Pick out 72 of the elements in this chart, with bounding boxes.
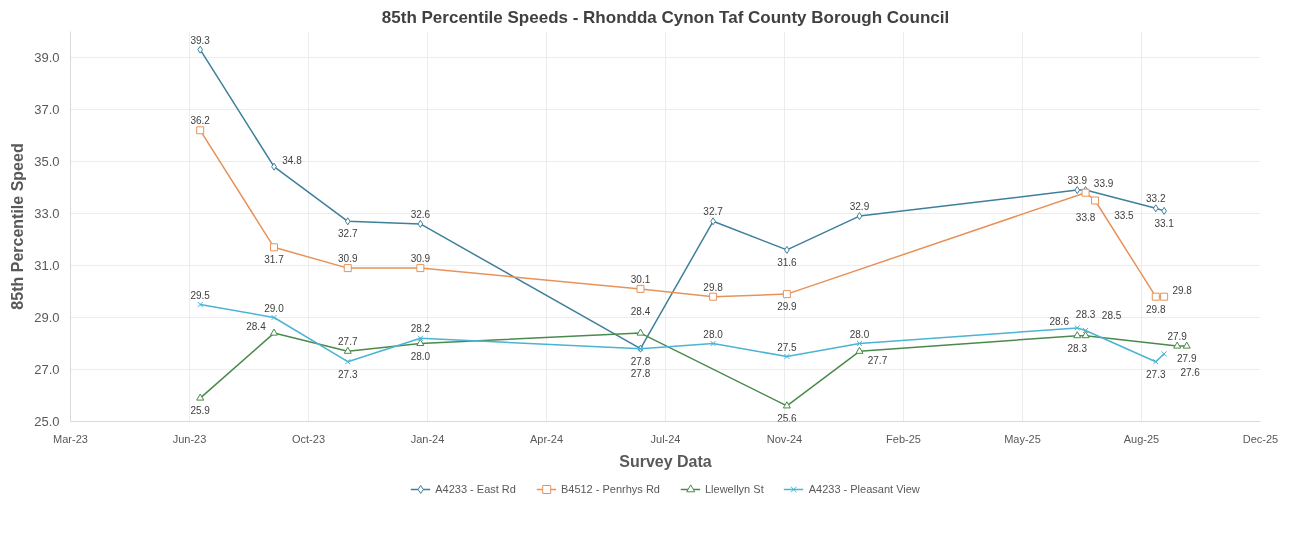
data-label: 25.9	[190, 405, 211, 417]
data-label: 33.9	[1093, 178, 1114, 190]
data-label: 32.7	[703, 206, 724, 218]
legend-label: A4233 - East Rd	[435, 483, 516, 495]
x-tick-label: Jan-24	[410, 432, 445, 445]
y-tick-label: 25.0	[34, 414, 60, 429]
legend-label: Llewellyn St	[704, 483, 764, 495]
y-tick-label: 33.0	[34, 206, 60, 221]
x-tick-label: Jul-24	[650, 432, 681, 445]
data-label: 32.9	[849, 201, 870, 213]
data-label: 32.6	[410, 208, 431, 220]
data-label: 29.8	[703, 281, 724, 293]
data-label: 28.0	[703, 328, 724, 340]
data-label: 33.1	[1154, 217, 1175, 229]
data-label: 33.2	[1146, 193, 1166, 205]
data-label: 28.2	[410, 323, 431, 335]
data-label: 27.8	[630, 367, 651, 379]
legend-label: B4512 - Penrhys Rd	[560, 483, 660, 495]
data-label: 30.9	[338, 253, 358, 265]
data-label: 28.4	[630, 306, 651, 318]
data-label: 27.3	[1146, 368, 1166, 380]
data-label: 30.9	[410, 253, 431, 265]
legend-label: A4233 - Pleasant View	[808, 483, 920, 495]
data-label: 28.0	[849, 328, 870, 340]
data-label: 25.6	[777, 412, 798, 424]
data-label: 28.4	[246, 321, 267, 333]
data-label: 27.5	[777, 341, 798, 353]
data-label: 27.7	[867, 355, 888, 367]
data-label: 28.6	[1049, 315, 1070, 327]
data-label: 28.0	[410, 350, 431, 362]
data-label: 33.9	[1067, 175, 1088, 187]
data-label: 29.5	[190, 289, 211, 301]
data-label: 36.2	[190, 115, 211, 127]
y-tick-label: 27.0	[34, 362, 60, 377]
y-axis-title: 85th Percentile Speed	[9, 143, 27, 310]
data-label: 28.3	[1075, 308, 1096, 320]
data-label: 39.3	[190, 34, 211, 46]
data-label: 30.1	[630, 273, 651, 285]
data-label: 29.8	[1172, 284, 1193, 296]
y-tick-label: 29.0	[34, 310, 60, 325]
data-label: 31.6	[777, 256, 798, 268]
data-label: 31.7	[264, 254, 285, 266]
x-tick-label: Aug-25	[1123, 432, 1160, 445]
data-label: 34.8	[282, 154, 303, 166]
data-label: 33.8	[1075, 211, 1096, 223]
x-tick-label: Apr-24	[529, 432, 564, 445]
data-label: 27.3	[338, 368, 358, 380]
data-label: 27.6	[1180, 366, 1201, 378]
data-label: 29.9	[777, 301, 798, 313]
data-label: 32.7	[338, 228, 358, 240]
x-tick-label: Oct-23	[291, 432, 326, 445]
data-label: 27.9	[1167, 331, 1188, 343]
x-tick-label: Nov-24	[766, 432, 803, 445]
data-label: 29.0	[264, 302, 285, 314]
y-tick-label: 39.0	[34, 50, 60, 65]
x-tick-label: Feb-25	[886, 432, 921, 445]
data-label: 33.5	[1114, 209, 1135, 221]
y-tick-label: 37.0	[34, 102, 60, 117]
x-tick-label: Mar-23	[53, 432, 88, 445]
data-label: 29.8	[1146, 303, 1166, 315]
chart-title: 85th Percentile Speeds - Rhondda Cynon Taf County Borough Council	[381, 7, 950, 27]
x-tick-label: Dec-25	[1242, 432, 1279, 445]
y-tick-label: 35.0	[34, 154, 60, 169]
data-label: 27.8	[630, 355, 651, 367]
y-tick-label: 31.0	[34, 258, 60, 273]
data-label: 28.5	[1101, 309, 1122, 321]
data-label: 28.3	[1067, 342, 1088, 354]
x-tick-label: May-25	[1004, 432, 1041, 445]
data-label: 27.9	[1176, 353, 1197, 365]
x-tick-label: Jun-23	[172, 432, 207, 445]
x-axis-title: Survey Data	[619, 452, 712, 470]
data-label: 27.7	[338, 336, 358, 348]
